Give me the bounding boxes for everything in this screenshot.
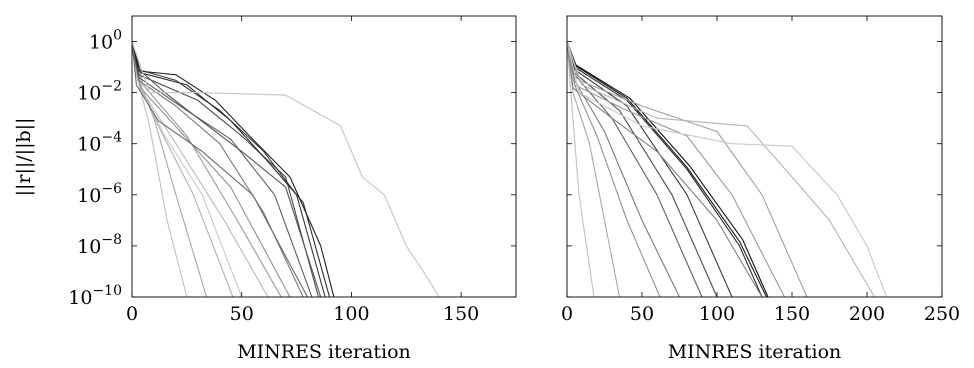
series-line-13	[132, 41, 322, 297]
plot-frame	[131, 15, 517, 298]
x-tick-label: 50	[230, 303, 254, 325]
series-line-12	[567, 41, 808, 297]
x-tick-label: 250	[924, 303, 960, 325]
series-line-8	[567, 41, 767, 297]
series-line-6	[567, 41, 733, 297]
x-tick-label: 0	[561, 303, 573, 325]
y-tick-label: 10−2	[77, 79, 122, 105]
right-convergence-plot: 0 50 100 150 200 250 MINRES iteration	[561, 15, 960, 363]
y-tick-label: 100	[89, 28, 122, 54]
x-tick-label: 100	[699, 303, 735, 325]
series-line-2	[132, 41, 234, 297]
y-tick-label: 10−6	[77, 181, 122, 207]
series-line-9	[567, 41, 769, 297]
series-line-11	[132, 41, 331, 297]
x-tick-label: 50	[630, 303, 654, 325]
series-line-6	[132, 41, 291, 297]
series-line-15	[132, 41, 440, 297]
series-line-3	[567, 41, 680, 297]
series-line-14	[132, 41, 308, 297]
series-line-11	[567, 41, 785, 297]
series-group	[132, 41, 440, 297]
y-tick-label: 10−4	[77, 130, 122, 156]
series-line-4	[132, 41, 269, 297]
y-axis-title: ||r||/||b||	[13, 118, 35, 197]
series-line-7	[567, 41, 763, 297]
x-axis-title: MINRES iteration	[237, 341, 411, 363]
series-line-9	[132, 41, 320, 297]
x-tick-label: 150	[443, 303, 479, 325]
series-line-0	[567, 41, 595, 297]
series-line-10	[567, 41, 763, 297]
y-axis-title-text: ||r||/||b||	[13, 118, 35, 197]
x-tick-label: 200	[849, 303, 885, 325]
series-line-13	[567, 41, 875, 297]
x-tick-label: 0	[126, 303, 138, 325]
series-line-10	[132, 41, 326, 297]
x-tick-label: 100	[333, 303, 369, 325]
y-tick-label: 10−8	[77, 232, 122, 258]
series-line-4	[567, 41, 703, 297]
series-line-12	[132, 41, 335, 297]
series-line-2	[567, 41, 661, 297]
left-convergence-plot: 0 50 100 150 100 10−2 10−4 10−6 10−8 10−10 MINRES …	[68, 15, 517, 363]
x-tick-label: 150	[774, 303, 810, 325]
series-group	[567, 41, 888, 297]
y-tick-label: 10−10	[68, 283, 122, 309]
series-line-3	[132, 41, 243, 297]
x-axis-title: MINRES iteration	[668, 341, 842, 363]
series-line-5	[132, 41, 282, 297]
series-line-14	[567, 41, 888, 297]
plot-frame	[566, 15, 943, 298]
